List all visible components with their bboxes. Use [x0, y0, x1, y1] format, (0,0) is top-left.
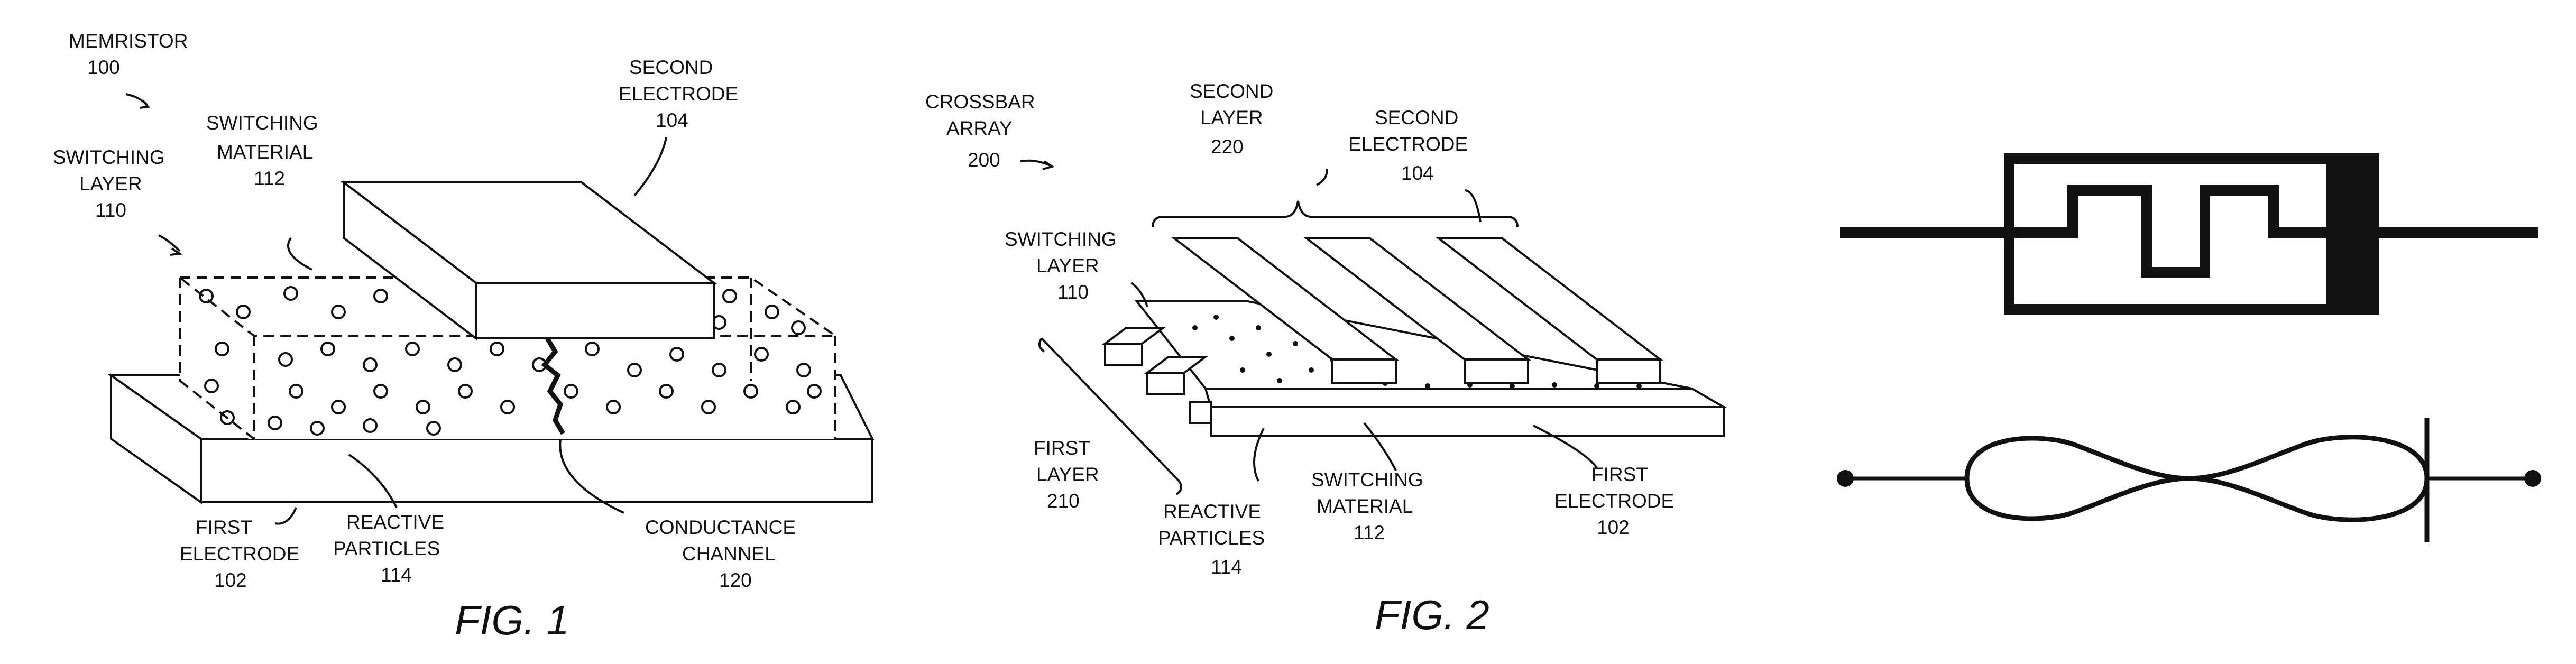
fig1-leader-lines — [125, 93, 667, 525]
fig2-reactive-particles-l2: PARTICLES — [1158, 527, 1265, 549]
memristor-box-symbol-icon — [1840, 153, 2538, 315]
fig1-second-electrode-l2: ELECTRODE — [619, 83, 738, 105]
fig1-conductance-channel — [541, 337, 565, 435]
fig2-switching-material-num: 112 — [1354, 522, 1385, 543]
fig1-switching-layer-l2: LAYER — [79, 173, 142, 195]
fig2-switching-layer-l2: LAYER — [1036, 255, 1099, 276]
fig1-switching-material-num: 112 — [254, 168, 285, 189]
fig2-second-electrode-l1: SECOND — [1375, 107, 1458, 128]
fig1-reactive-particles-num: 114 — [381, 564, 412, 586]
fig1-first-electrode-l2: ELECTRODE — [180, 543, 299, 565]
fig1-switching-material-l2: MATERIAL — [217, 141, 313, 163]
fig2-second-layer-l2: LAYER — [1200, 107, 1263, 128]
fig2-crossbar-array-diagram: CROSSBAR ARRAY 200 SECOND LAYER 220 SECO… — [925, 80, 1728, 638]
fig2-reactive-particles-l1: REACTIVE — [1163, 501, 1261, 522]
memristor-pinched-hysteresis-symbol-icon — [1837, 418, 2541, 542]
fig2-labels: CROSSBAR ARRAY 200 SECOND LAYER 220 SECO… — [925, 80, 1674, 638]
fig2-first-electrode-l1: FIRST — [1591, 464, 1648, 485]
fig2-second-layer-num: 220 — [1211, 136, 1244, 158]
fig2-crossbar-l1: CROSSBAR — [925, 91, 1035, 113]
fig1-second-electrode-block — [341, 180, 717, 341]
fig2-second-electrode-num: 104 — [1401, 162, 1434, 184]
fig1-switching-material-l1: SWITCHING — [206, 112, 318, 134]
fig1-conductance-channel-l2: CHANNEL — [682, 543, 776, 565]
fig2-switching-material-l1: SWITCHING — [1311, 469, 1423, 491]
fig2-crossbar-l2: ARRAY — [946, 117, 1013, 139]
fig1-switching-layer-l1: SWITCHING — [53, 146, 165, 168]
fig1-first-electrode-num: 102 — [214, 569, 247, 591]
fig2-first-layer-num: 210 — [1047, 490, 1080, 512]
fig2-reactive-particles-num: 114 — [1211, 556, 1242, 578]
fig1-reactive-particles-l2: PARTICLES — [333, 538, 440, 559]
fig1-first-electrode-l1: FIRST — [196, 517, 252, 538]
fig2-first-layer-electrodes — [1102, 327, 1212, 424]
fig2-first-electrode-num: 102 — [1597, 517, 1630, 538]
fig2-switching-layer-l1: SWITCHING — [1005, 228, 1117, 250]
fig1-conductance-channel-l1: CONDUCTANCE — [645, 517, 796, 538]
fig1-memristor-num: 100 — [87, 57, 120, 78]
fig2-caption: FIG. 2 — [1375, 592, 1489, 638]
fig2-first-layer-l2: LAYER — [1036, 464, 1099, 485]
fig2-braces — [1038, 200, 1519, 495]
fig1-reactive-particles-l1: REACTIVE — [346, 511, 444, 533]
fig2-switching-layer-num: 110 — [1057, 281, 1089, 303]
fig2-first-electrode-base — [1204, 388, 1728, 437]
fig2-crossbar-num: 200 — [968, 149, 1000, 171]
fig2-second-electrode-l2: ELECTRODE — [1348, 133, 1468, 155]
fig1-caption: FIG. 1 — [455, 597, 569, 643]
fig1-second-electrode-num: 104 — [656, 109, 688, 131]
fig1-switching-layer-num: 110 — [95, 199, 126, 221]
fig2-leader-lines — [1020, 159, 1598, 482]
fig2-first-electrode-l2: ELECTRODE — [1554, 490, 1674, 512]
fig2-switching-material-l2: MATERIAL — [1317, 495, 1413, 517]
fig1-second-electrode-l1: SECOND — [629, 57, 713, 78]
fig1-labels: MEMRISTOR 100 SWITCHING LAYER 110 SWITCH… — [53, 30, 796, 643]
fig2-first-layer-l1: FIRST — [1034, 437, 1090, 459]
fig1-conductance-channel-num: 120 — [719, 569, 752, 591]
fig1-memristor-diagram: MEMRISTOR 100 SWITCHING LAYER 110 SWITCH… — [53, 30, 875, 643]
fig2-second-layer-l1: SECOND — [1190, 80, 1273, 102]
fig2-second-electrode-bars — [1171, 237, 1663, 384]
fig1-memristor-label: MEMRISTOR — [69, 30, 188, 52]
